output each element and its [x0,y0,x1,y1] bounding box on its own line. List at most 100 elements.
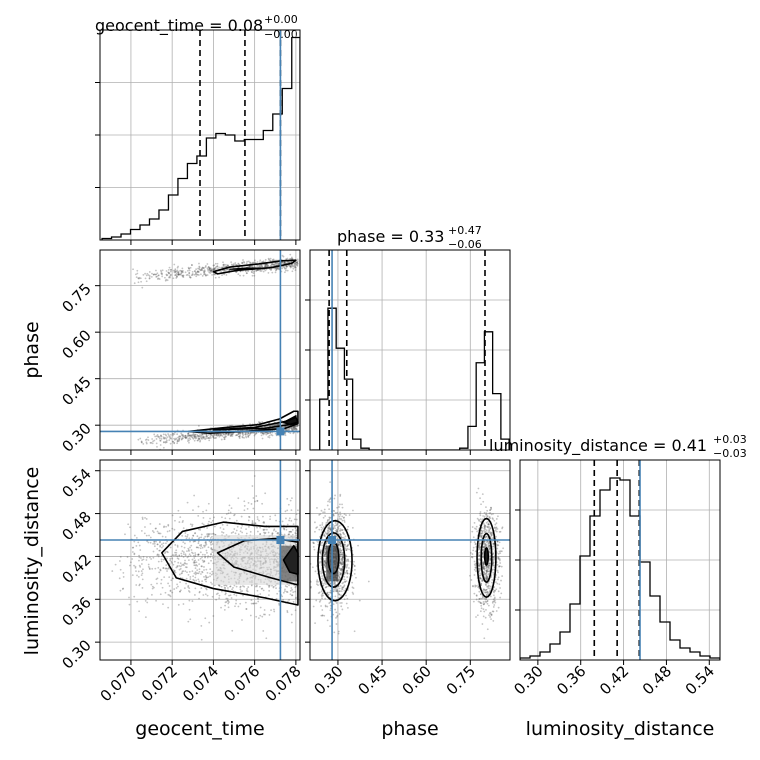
scatter-point [216,265,219,268]
scatter-point [210,271,213,273]
scatter-point [246,433,249,436]
scatter-point [173,433,176,436]
scatter-point [332,526,335,529]
scatter-point [209,270,212,273]
scatter-point [337,543,340,546]
scatter-point [262,589,265,592]
scatter-point [288,519,291,522]
scatter-point [187,434,190,437]
scatter-point [201,580,204,583]
scatter-point [153,439,156,442]
scatter-point [222,261,224,264]
scatter-point [220,438,223,441]
scatter-point [181,570,184,573]
scatter-point [283,261,286,264]
scatter-point [256,530,259,533]
scatter-point [224,432,227,435]
scatter-point [133,564,135,567]
scatter-point [473,560,476,563]
scatter-point [237,435,240,438]
scatter-point [492,600,494,603]
scatter-point [337,543,340,546]
scatter-point [271,434,274,437]
scatter-point [261,261,263,263]
scatter-point [160,578,163,581]
scatter-point [337,513,340,516]
scatter-point [254,261,257,264]
scatter-point [291,594,294,597]
scatter-point [341,553,344,556]
scatter-point [188,267,190,270]
scatter-point [176,275,178,278]
scatter-point [165,270,168,272]
scatter-point [482,563,485,566]
scatter-point [340,572,343,575]
scatter-point [217,434,220,436]
scatter-point [283,267,286,270]
scatter-point [221,516,223,519]
scatter-point [145,274,148,277]
scatter-point [324,549,326,552]
scatter-point [196,270,199,273]
title-phase-sub: −0.06 [448,238,482,251]
scatter-point [256,526,258,529]
scatter-point [227,587,229,589]
scatter-point [154,435,157,438]
scatter-point [217,434,220,437]
scatter-point [498,565,500,568]
scatter-point [167,276,170,279]
scatter-point [191,551,193,554]
scatter-point [171,514,174,517]
scatter-point [187,555,190,558]
scatter-point [335,590,338,592]
scatter-point [293,266,296,269]
scatter-point [488,528,491,531]
scatter-point [144,526,146,528]
scatter-point [188,439,190,442]
scatter-point [344,581,347,583]
scatter-point [201,266,204,269]
scatter-point [148,534,150,537]
scatter-point [492,568,494,571]
scatter-point [270,268,273,271]
scatter-point [251,431,254,434]
scatter-point [289,257,291,260]
scatter-point [262,260,265,263]
scatter-point [289,432,292,435]
scatter-point [231,264,234,267]
scatter-point [194,437,197,440]
scatter-point [341,556,344,559]
scatter-point [339,503,341,506]
scatter-point [489,616,492,618]
scatter-point [478,519,481,522]
scatter-point [287,533,290,536]
scatter-point [247,436,250,438]
scatter-point [225,584,228,587]
scatter-point [320,594,323,597]
scatter-point [169,546,172,549]
scatter-point [168,576,171,578]
scatter-point [478,540,481,543]
scatter-point [211,532,214,535]
scatter-point [237,266,240,269]
scatter-point [233,593,236,596]
scatter-point [498,559,501,562]
scatter-point [340,563,343,566]
scatter-point [478,545,481,548]
scatter-point [157,560,160,563]
scatter-point [320,572,323,575]
scatter-point [172,432,174,435]
scatter-point [269,264,272,267]
scatter-point [336,590,339,593]
scatter-point [485,572,488,575]
scatter-point [193,270,196,273]
scatter-point [148,567,151,570]
scatter-point [251,274,254,277]
scatter-point [338,524,341,527]
scatter-point [267,432,270,434]
scatter-point [481,623,484,625]
scatter-point [200,533,203,536]
scatter-point [202,436,205,439]
scatter-point [192,534,195,537]
scatter-point [211,269,213,272]
